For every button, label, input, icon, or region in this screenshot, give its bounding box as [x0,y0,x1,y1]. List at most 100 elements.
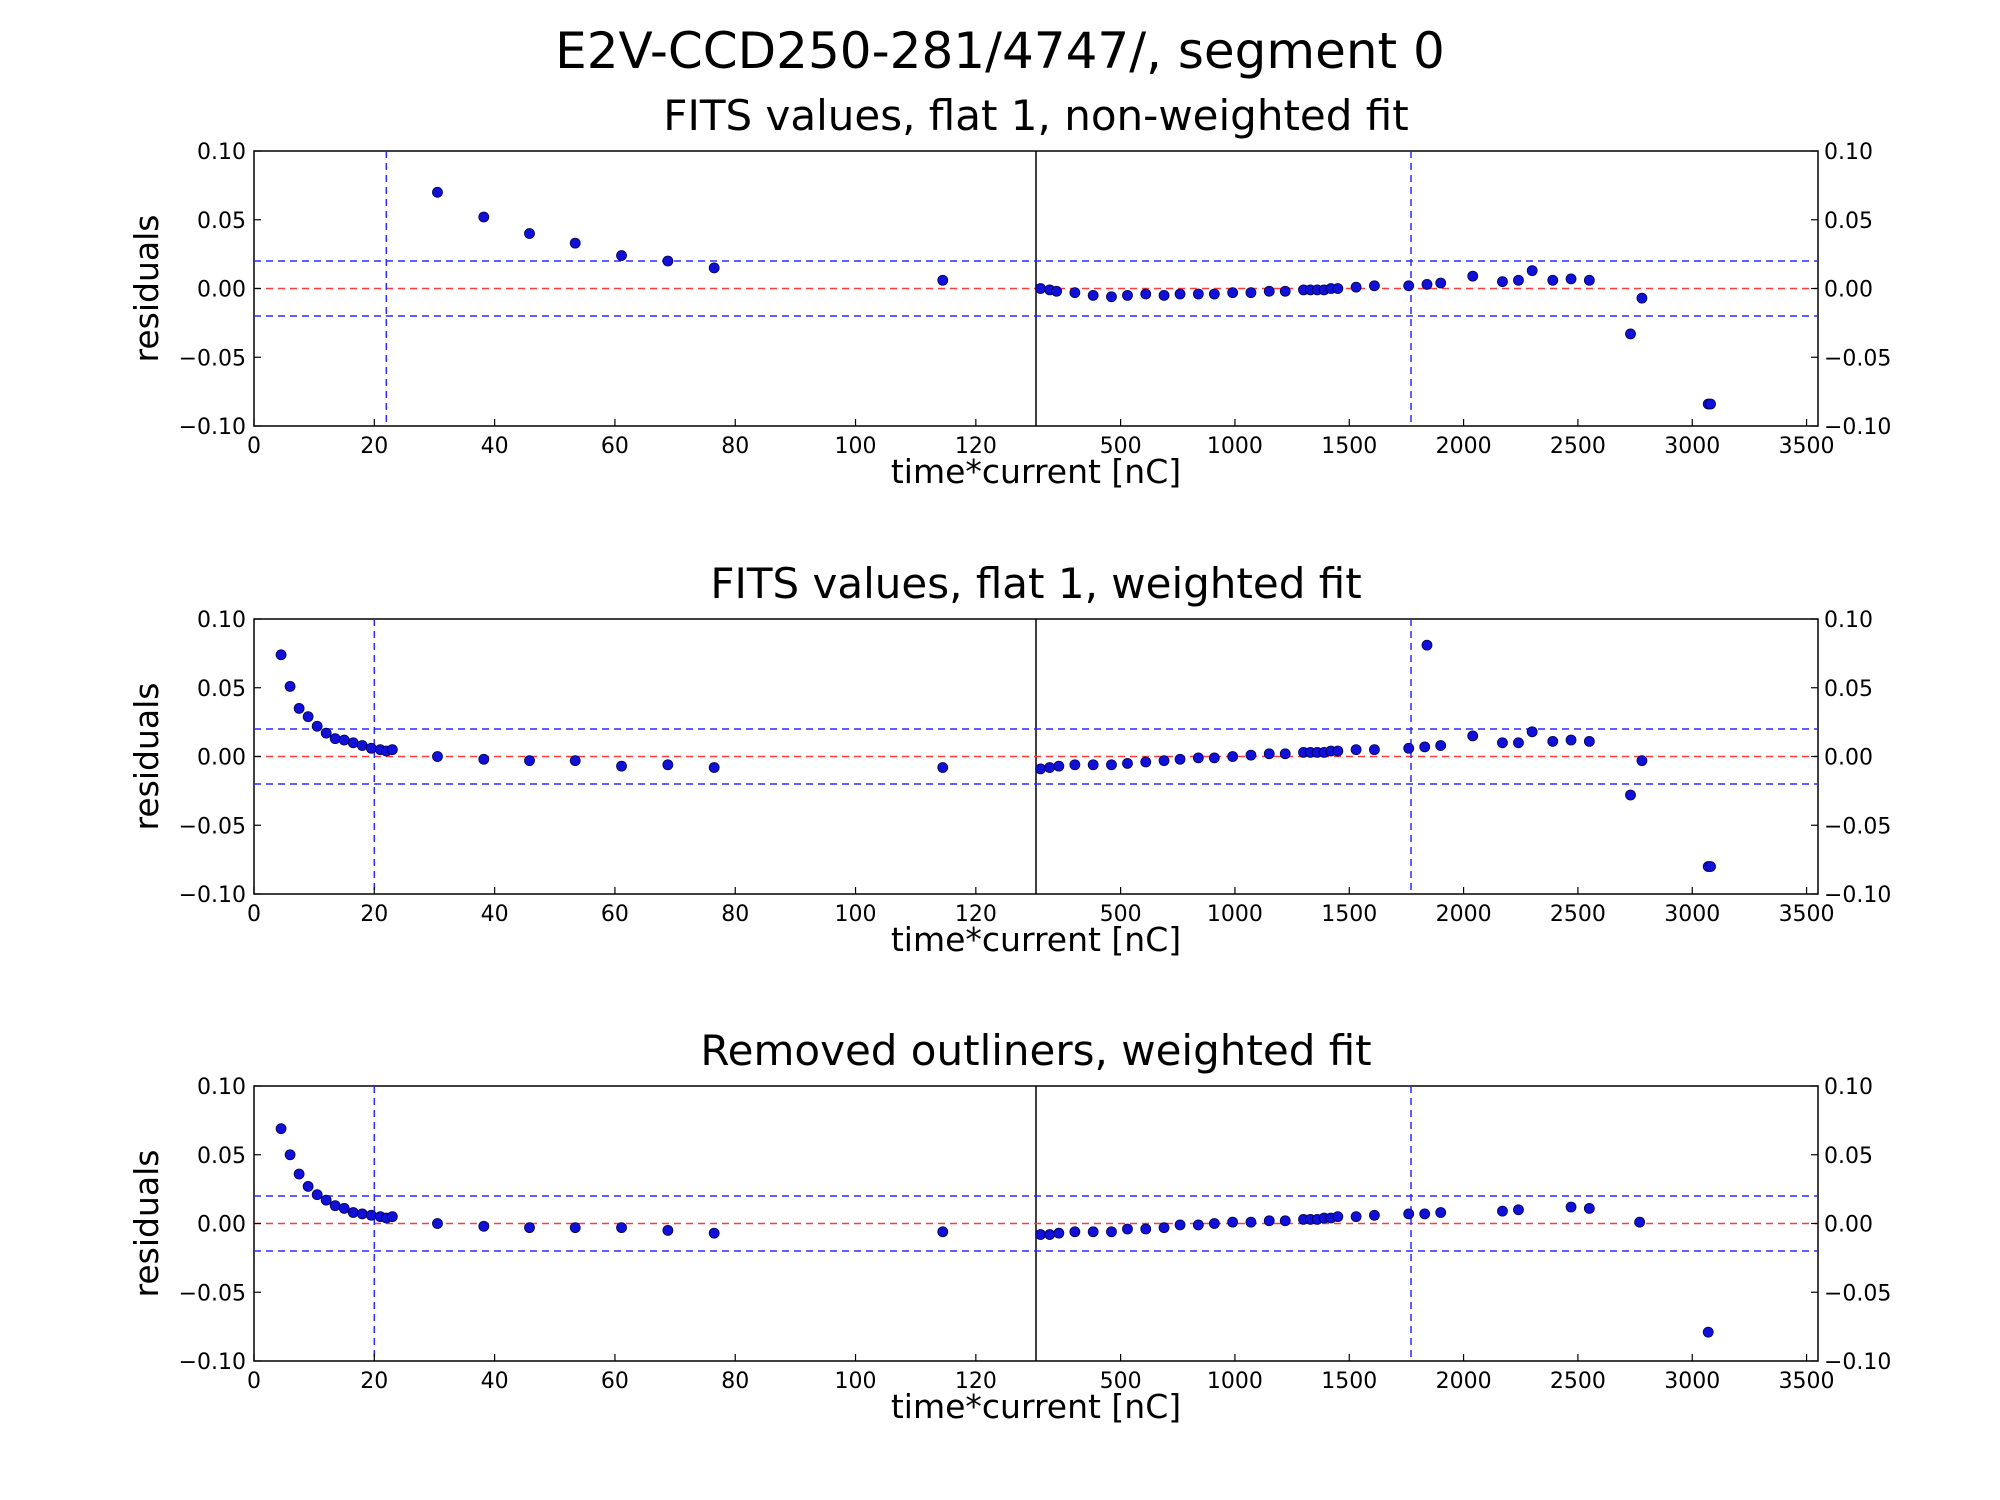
data-point [1245,1216,1257,1228]
data-point [1106,1226,1117,1238]
data-point [1497,737,1508,749]
data-point [1245,749,1257,761]
ytick-label-left: −0.05 [179,1281,246,1306]
data-point [1547,735,1559,747]
data-point [1435,277,1447,289]
xtick-label-right: 2500 [1550,902,1606,927]
data-point [284,680,296,692]
data-point [432,186,443,198]
data-point [937,1226,949,1238]
ytick-label-right: 0.10 [1824,608,1873,633]
data-point [478,1220,490,1232]
data-point [1403,280,1415,292]
residual-panel-2: FITS values, flat 1, weighted fit 0.10 0.1… [127,559,1891,959]
xtick-label-right: 2500 [1550,1369,1606,1394]
xtick-label-left: 80 [721,1369,749,1394]
xtick-label-right: 2000 [1436,902,1492,927]
data-point [1332,745,1344,757]
data-point [293,702,305,714]
data-point [1035,1229,1046,1240]
data-point [1192,288,1204,300]
data-point [293,1168,305,1180]
xtick-label-right: 2000 [1436,1369,1492,1394]
data-point [1279,1215,1291,1227]
xtick-label-right: 500 [1100,902,1142,927]
xtick-label-right: 2500 [1550,434,1606,459]
data-point [1350,1211,1362,1223]
data-point [1263,1215,1275,1227]
data-point [1467,270,1479,282]
x-axis-label: time*current [nC] [891,452,1181,491]
ytick-label-left: 0.00 [197,746,246,771]
data-point [524,1222,535,1234]
data-point [1565,273,1577,285]
data-point [432,1218,443,1229]
data-point [329,1200,341,1212]
data-point [1035,283,1046,294]
data-point [1497,276,1508,288]
data-point [662,759,674,771]
data-point [1158,1222,1170,1234]
data-point [365,1209,377,1221]
ytick-label-left: 0.05 [197,677,246,702]
data-point [1208,1218,1220,1229]
ytick-label-left: 0.10 [197,608,246,633]
data-point [338,1202,350,1214]
data-point [1435,740,1447,751]
data-point [1208,288,1220,300]
data-point [320,727,332,739]
data-point [1403,742,1415,754]
data-point [708,262,720,274]
data-point [320,1194,332,1206]
ytick-label-right: 0.05 [1824,209,1873,234]
data-point [1106,291,1117,303]
ytick-label-right: 0.05 [1824,677,1873,702]
xtick-label-left: 100 [835,1369,877,1394]
xtick-label-left: 40 [481,902,509,927]
ytick-label-left: −0.05 [179,346,246,371]
data-point [569,1222,581,1234]
data-point [284,1149,296,1161]
data-point [1263,285,1275,297]
data-point [524,228,535,239]
data-point [1547,274,1559,286]
data-point [1122,289,1133,301]
y-axis-label: residuals [127,683,166,831]
data-point [1158,289,1170,301]
data-point [1208,752,1220,764]
data-point [386,1211,398,1223]
data-point [1087,759,1099,771]
x-axis-label: time*current [nC] [891,920,1181,959]
data-point [1369,1209,1380,1221]
ytick-label-left: −0.10 [179,883,246,908]
y-axis-label: residuals [127,1150,166,1298]
xtick-label-right: 1000 [1207,902,1263,927]
data-point [1106,759,1117,771]
data-point [1122,1223,1133,1235]
data-point [1069,759,1081,771]
data-point [1332,283,1344,294]
figure-suptitle: E2V-CCD250-281/4747/, segment 0 [555,22,1445,80]
xtick-label-left: 60 [601,1369,629,1394]
data-point [1625,789,1636,801]
data-point [1467,730,1479,742]
ytick-label-right: 0.00 [1824,746,1873,771]
data-point [1526,726,1538,738]
data-point [365,742,377,754]
panel-title: FITS values, flat 1, non-weighted fit [663,91,1408,140]
data-point [275,649,287,661]
data-point [478,753,490,765]
data-point [708,1227,720,1239]
data-point [311,1189,323,1201]
xtick-label-left: 120 [955,902,997,927]
ytick-label-right: −0.10 [1824,1350,1891,1375]
ytick-label-left: −0.05 [179,814,246,839]
data-point [1702,1326,1714,1338]
xtick-label-right: 1000 [1207,1369,1263,1394]
ytick-label-right: 0.05 [1824,1144,1873,1169]
xtick-label-left: 0 [247,902,261,927]
data-point [1279,285,1291,297]
ytick-label-right: −0.05 [1824,814,1891,839]
data-point [302,711,314,723]
xtick-label-right: 3500 [1779,434,1835,459]
